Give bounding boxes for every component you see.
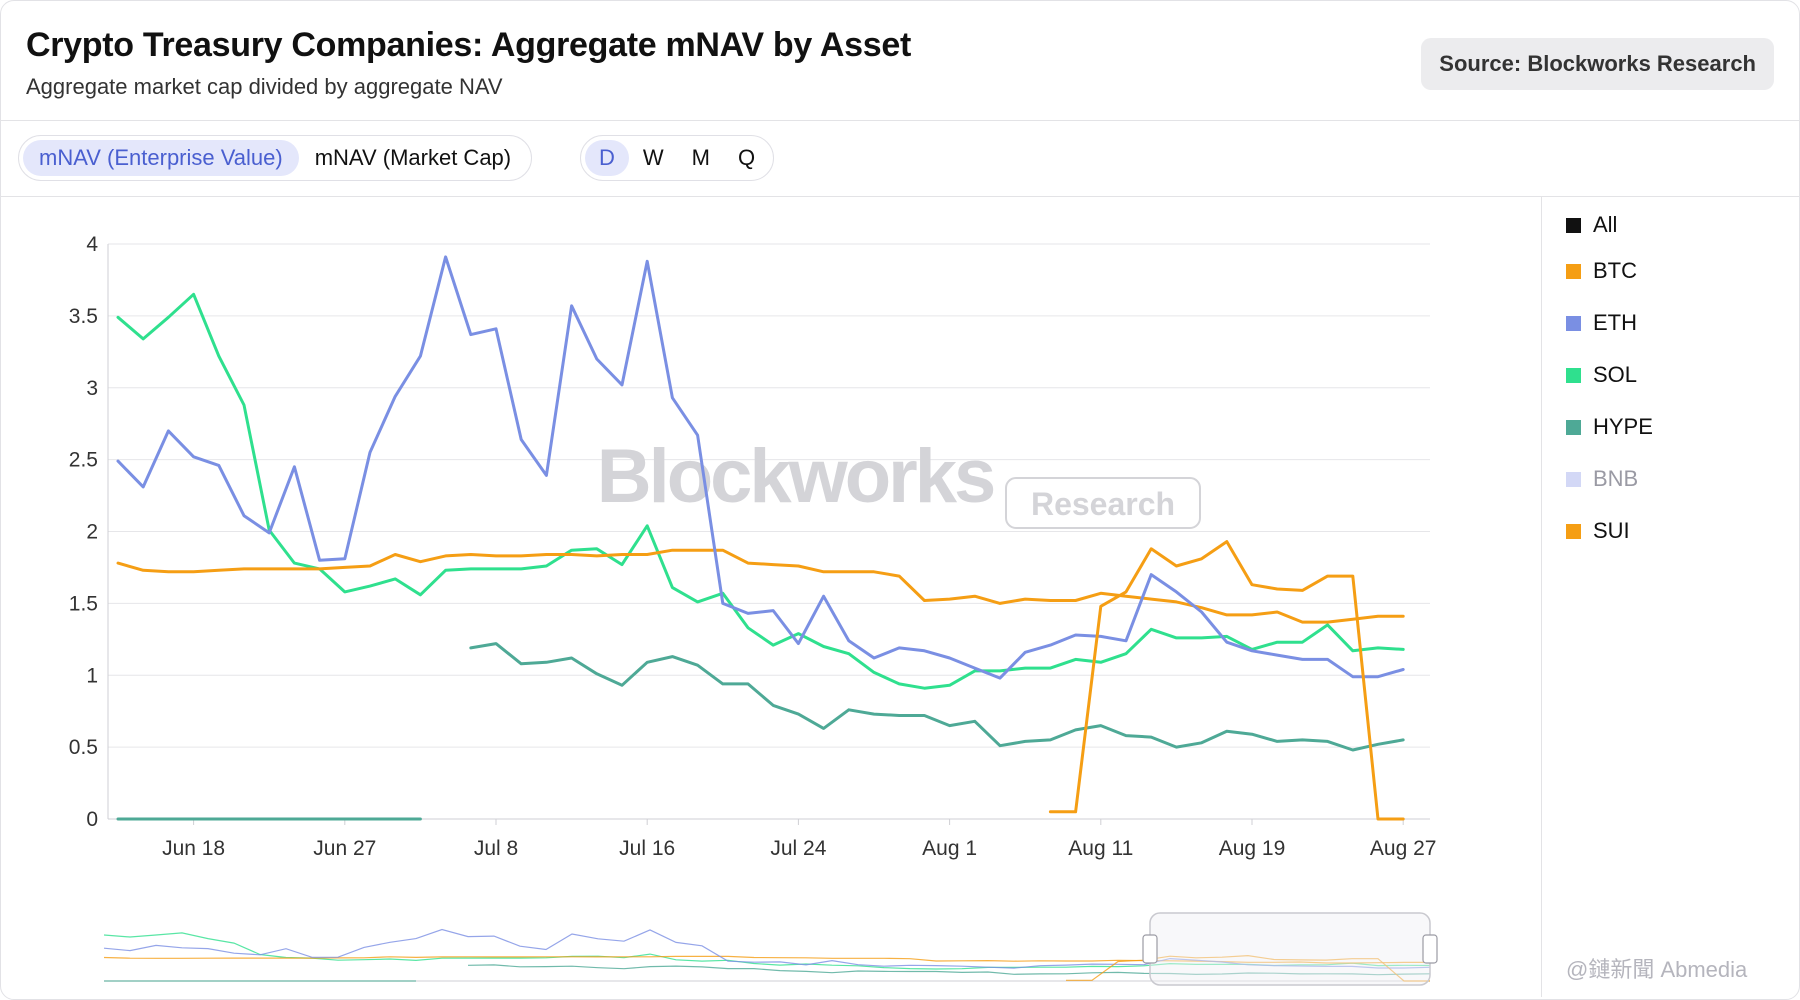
x-tick-label: Jul 24 bbox=[770, 837, 826, 860]
y-tick-label: 1 bbox=[86, 664, 98, 687]
watermark-tag: Research bbox=[1031, 486, 1175, 522]
y-tick-label: 3.5 bbox=[69, 305, 98, 328]
legend-item-all[interactable]: All bbox=[1566, 210, 1617, 240]
y-tick-label: 0 bbox=[86, 808, 98, 831]
y-tick-label: 4 bbox=[86, 233, 98, 256]
metric-toggle: mNAV (Enterprise Value) mNAV (Market Cap… bbox=[18, 135, 533, 181]
series-line-sui bbox=[1048, 540, 1405, 821]
navigator-line-sol bbox=[103, 932, 1431, 970]
x-axis: Jun 18 Jun 27 Jul 8 Jul 16 Jul 24 Aug 1 Aug 11… bbox=[108, 818, 1437, 860]
series-layer bbox=[116, 255, 1405, 821]
legend-label: BNB bbox=[1593, 466, 1639, 491]
x-tick-label: Jul 8 bbox=[474, 837, 518, 860]
x-tick-label: Jun 27 bbox=[313, 837, 376, 860]
chart-subtitle: Aggregate market cap divided by aggregat… bbox=[26, 74, 503, 99]
chart-controls: mNAV (Enterprise Value) mNAV (Market Cap… bbox=[0, 121, 1800, 197]
legend-item-eth[interactable]: ETH bbox=[1566, 308, 1637, 338]
period-option-month[interactable]: M bbox=[691, 145, 710, 170]
legend-swatch bbox=[1566, 471, 1581, 487]
metric-option-market-cap[interactable]: mNAV (Market Cap) bbox=[314, 145, 512, 170]
legend-label: BTC bbox=[1593, 258, 1637, 283]
legend-item-sui[interactable]: SUI bbox=[1566, 516, 1630, 546]
series-line-eth bbox=[116, 255, 1405, 680]
chart-watermark: Blockworks Research bbox=[597, 434, 1201, 529]
metric-option-enterprise-value[interactable]: mNAV (Enterprise Value) bbox=[23, 140, 299, 176]
navigator-line-eth bbox=[103, 928, 1431, 969]
legend-label: HYPE bbox=[1593, 414, 1653, 439]
legend-swatch bbox=[1566, 523, 1581, 539]
series-line-sol bbox=[116, 292, 1405, 690]
legend-label: All bbox=[1593, 212, 1618, 237]
chart-legend: All BTC ETH SOL HYPE BNB SUI bbox=[1541, 197, 1800, 997]
legend-item-bnb[interactable]: BNB bbox=[1566, 464, 1638, 494]
series-line-btc bbox=[116, 548, 1405, 624]
y-tick-label: 0.5 bbox=[69, 736, 98, 759]
x-tick-label: Jun 18 bbox=[162, 837, 225, 860]
period-option-quarter[interactable]: Q bbox=[737, 145, 756, 170]
legend-swatch bbox=[1566, 315, 1581, 331]
watermark-brand: Blockworks bbox=[597, 434, 994, 519]
legend-swatch bbox=[1566, 263, 1581, 279]
legend-swatch bbox=[1566, 367, 1581, 383]
legend-label: SOL bbox=[1593, 362, 1638, 387]
legend-label: SUI bbox=[1593, 518, 1630, 543]
y-tick-label: 1.5 bbox=[69, 592, 98, 615]
corner-credit: @鏈新聞 Abmedia bbox=[1566, 957, 1748, 982]
x-tick-label: Aug 11 bbox=[1068, 837, 1133, 860]
line-chart: 0 0.5 1 1.5 2 2.5 3 3.5 4 Jun 18 Jun 27 Jul 8 Jul 1… bbox=[69, 233, 1438, 986]
x-tick-label: Jul 16 bbox=[619, 837, 675, 860]
legend-swatch bbox=[1566, 419, 1581, 435]
x-tick-label: Aug 19 bbox=[1219, 837, 1286, 860]
x-tick-label: Aug 1 bbox=[922, 837, 977, 860]
y-tick-label: 3 bbox=[86, 377, 98, 400]
period-option-week[interactable]: W bbox=[642, 145, 664, 170]
watermark-tag-box bbox=[1005, 477, 1201, 529]
navigator-line-hype bbox=[104, 964, 1431, 982]
x-tick-label: Aug 27 bbox=[1370, 837, 1437, 860]
legend-item-btc[interactable]: BTC bbox=[1566, 256, 1637, 286]
range-navigator[interactable] bbox=[103, 912, 1438, 986]
series-line-hype bbox=[116, 642, 1405, 821]
navigator-line-sui bbox=[1066, 954, 1430, 982]
legend-item-hype[interactable]: HYPE bbox=[1566, 412, 1653, 442]
chart-title: Crypto Treasury Companies: Aggregate mNA… bbox=[26, 26, 911, 64]
legend-swatch bbox=[1566, 217, 1581, 233]
navigator-window[interactable] bbox=[1149, 912, 1431, 986]
legend-item-sol[interactable]: SOL bbox=[1566, 360, 1637, 390]
y-tick-label: 2.5 bbox=[69, 449, 98, 472]
y-axis: 0 0.5 1 1.5 2 2.5 3 3.5 4 bbox=[69, 233, 109, 831]
chart-header: Crypto Treasury Companies: Aggregate mNA… bbox=[0, 0, 1800, 121]
source-badge: Source: Blockworks Research bbox=[1421, 38, 1774, 90]
period-option-day[interactable]: D bbox=[585, 140, 629, 176]
y-tick-label: 2 bbox=[86, 521, 98, 544]
period-toggle: D W M Q bbox=[580, 135, 775, 181]
navigator-handle-left[interactable] bbox=[1142, 934, 1158, 964]
legend-label: ETH bbox=[1593, 310, 1637, 335]
navigator-handle-right[interactable] bbox=[1422, 934, 1438, 964]
